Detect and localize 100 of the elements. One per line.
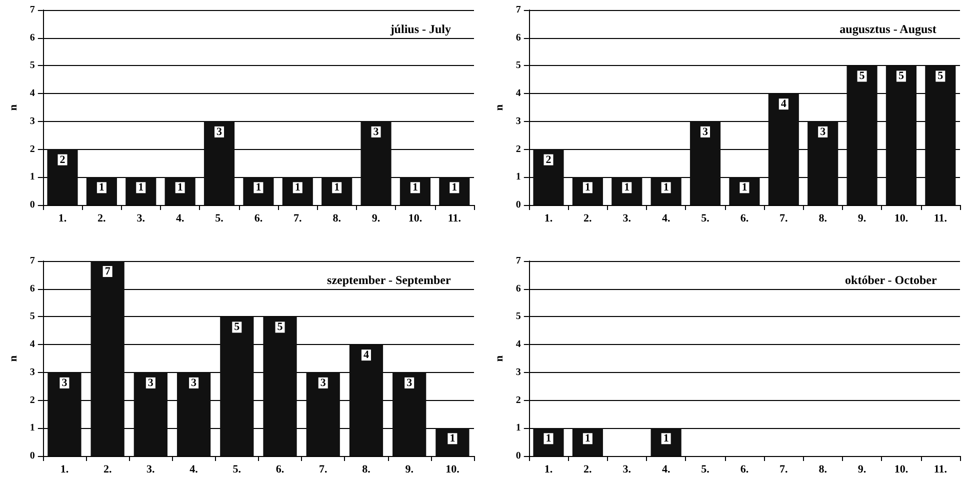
x-tick-label: 11. — [448, 212, 462, 224]
y-tick-label: 1 — [516, 172, 521, 183]
bar — [134, 372, 168, 456]
data-label: 1 — [546, 432, 552, 445]
y-tick-label: 1 — [30, 172, 35, 183]
text: szeptember - September — [327, 273, 452, 287]
x-tick-label: 5. — [701, 464, 710, 476]
y-tick-label: 0 — [516, 450, 521, 462]
y-tick-label: 0 — [30, 450, 35, 462]
y-tick-label: 5 — [516, 60, 521, 72]
bar — [86, 177, 117, 205]
y-tick-label: 2 — [516, 394, 521, 406]
bar — [808, 121, 838, 205]
x-tick-label: 4. — [662, 212, 670, 224]
y-axis-title: n — [8, 355, 20, 362]
x-tick-label: 10. — [894, 212, 908, 224]
x-tick-label: 1. — [58, 212, 67, 224]
x-tick-label: 11. — [934, 212, 948, 224]
data-label: 1 — [742, 182, 748, 194]
x-tick-label: 1. — [60, 464, 69, 476]
data-label: 3 — [373, 126, 380, 138]
bar — [322, 177, 352, 205]
y-tick-label: 1 — [30, 422, 35, 434]
y-tick-label: 6 — [30, 32, 35, 44]
bar — [48, 372, 82, 456]
x-tick-label: 2. — [584, 212, 592, 224]
data-label: 1 — [294, 182, 300, 194]
x-tick-label: 9. — [858, 464, 866, 476]
x-tick-label: 5. — [215, 212, 224, 224]
bar — [436, 428, 470, 456]
x-tick-label: 7. — [318, 464, 328, 476]
y-axis-title: n — [494, 355, 506, 362]
y-tick-label: 2 — [30, 144, 35, 155]
x-tick-label: 7. — [780, 464, 788, 476]
data-label: 3 — [62, 376, 68, 389]
y-tick-label: 0 — [516, 200, 521, 210]
x-tick-label: 1. — [544, 464, 553, 476]
x-tick-label: 6. — [276, 464, 284, 476]
data-label: 1 — [663, 432, 669, 445]
y-tick-label: 5 — [516, 311, 521, 322]
x-tick-label: 6. — [740, 464, 749, 476]
bar — [349, 344, 384, 456]
x-tick-label: 2. — [103, 464, 112, 476]
x-tick-label: 8. — [818, 212, 828, 224]
x-tick-label: 3. — [622, 212, 632, 224]
text: augusztus - August — [840, 22, 936, 36]
data-label: 4 — [780, 98, 787, 110]
y-tick-label: 5 — [30, 311, 35, 322]
bar — [400, 177, 430, 205]
y-axis-title: n — [494, 104, 506, 111]
data-label: 1 — [452, 182, 458, 194]
bar — [650, 177, 682, 205]
data-label: 1 — [177, 182, 183, 194]
data-label: 5 — [277, 321, 284, 334]
data-label: 3 — [406, 376, 413, 389]
x-tick-label: 4. — [176, 212, 184, 224]
data-label: 1 — [584, 182, 590, 194]
bar — [925, 66, 956, 205]
data-label: 3 — [820, 126, 826, 138]
data-label: 7 — [104, 266, 111, 278]
bar — [768, 94, 799, 205]
data-label: 1 — [138, 182, 144, 194]
y-tick-label: 3 — [516, 366, 521, 378]
data-label: 1 — [412, 182, 418, 194]
text: július - July — [389, 22, 451, 36]
data-label: 1 — [624, 182, 630, 194]
data-label: 3 — [191, 376, 198, 389]
x-tick-label: 2. — [584, 464, 592, 476]
x-tick-label: 3. — [622, 464, 632, 476]
x-tick-label: 8. — [818, 464, 828, 476]
y-axis-title: n — [8, 104, 20, 111]
y-tick-label: 7 — [516, 256, 521, 266]
y-tick-label: 6 — [516, 283, 521, 294]
data-label: 2 — [60, 154, 66, 166]
bar — [243, 177, 274, 205]
y-tick-label: 7 — [30, 4, 35, 16]
data-label: 1 — [98, 182, 104, 194]
data-label: 3 — [148, 376, 154, 389]
y-tick-label: 4 — [516, 88, 521, 100]
data-label: 5 — [859, 70, 866, 82]
data-label: 5 — [938, 70, 944, 82]
y-tick-label: 4 — [516, 339, 521, 350]
x-tick-label: 3. — [136, 212, 146, 224]
data-label: 3 — [216, 126, 223, 138]
x-tick-label: 9. — [405, 464, 414, 476]
bar — [572, 177, 603, 205]
data-label: 3 — [320, 376, 326, 389]
data-label: 4 — [363, 349, 370, 362]
bar — [886, 66, 916, 205]
x-tick-label: 6. — [740, 212, 749, 224]
x-tick-label: 4. — [662, 464, 670, 476]
data-label: 5 — [234, 321, 240, 334]
y-tick-label: 5 — [30, 60, 35, 72]
x-tick-label: 2. — [98, 212, 106, 224]
x-tick-label: 9. — [858, 212, 866, 224]
x-tick-label: 6. — [254, 212, 263, 224]
x-tick-label: 8. — [362, 464, 371, 476]
data-label: 1 — [334, 182, 340, 194]
y-tick-label: 7 — [30, 256, 35, 266]
data-label: 3 — [702, 126, 709, 138]
